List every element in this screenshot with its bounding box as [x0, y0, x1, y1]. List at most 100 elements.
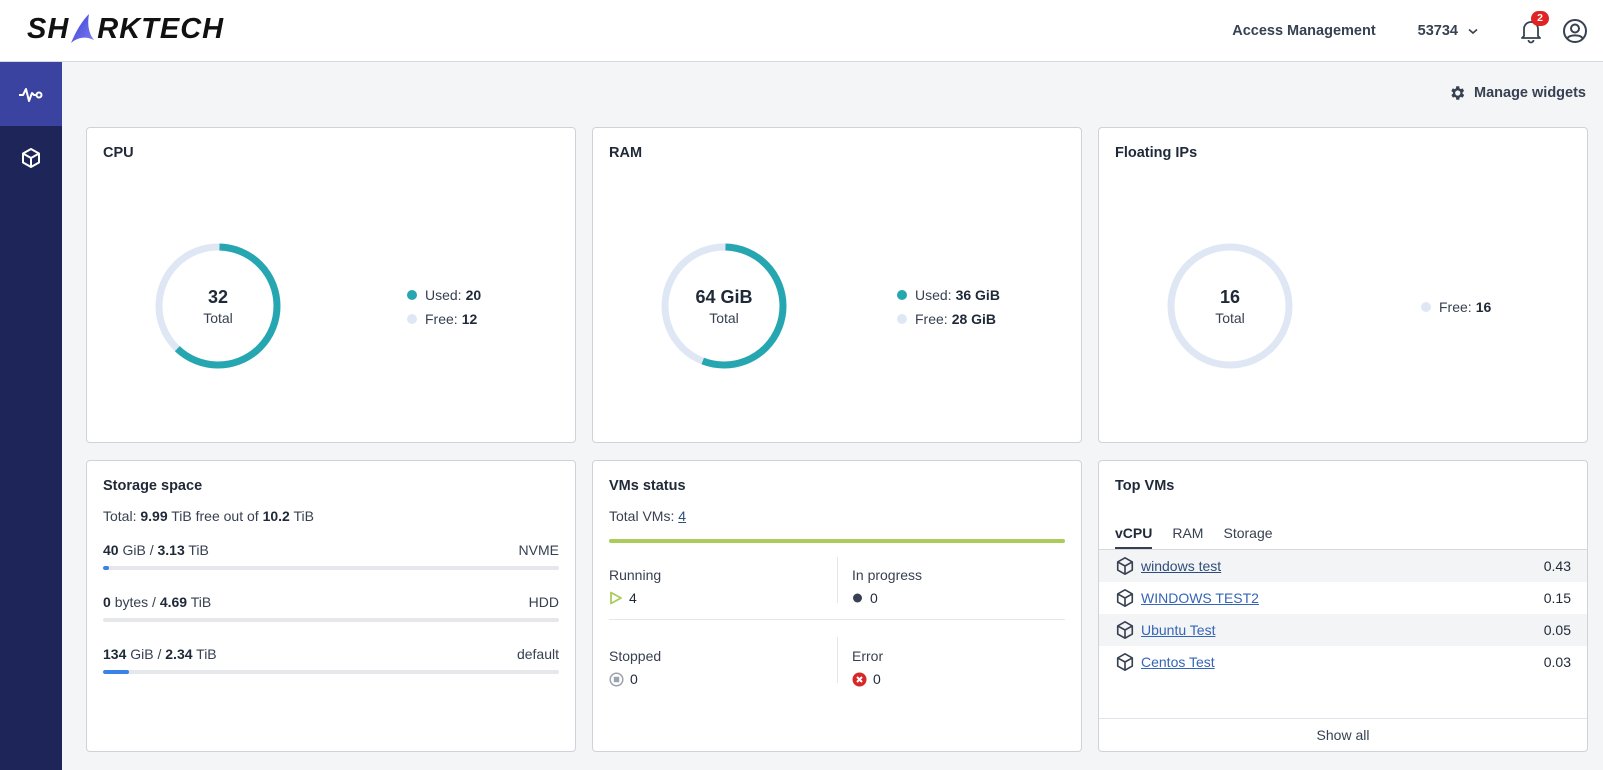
floating-ips-legend: Free: 16 — [1421, 295, 1491, 319]
pool-name: default — [516, 646, 559, 662]
widget-title: RAM — [609, 145, 643, 161]
total-vms: Total VMs: 4 — [609, 508, 687, 524]
shark-fin-icon — [71, 14, 95, 43]
stop-icon — [609, 671, 624, 687]
sharktech-logo[interactable]: SH RKTECH — [27, 11, 224, 47]
vm-state-error[interactable]: Error 0 — [852, 648, 884, 687]
vm-state-running[interactable]: Running 4 — [609, 567, 662, 606]
user-avatar-icon — [1563, 19, 1587, 43]
tab-vcpu[interactable]: vCPU — [1115, 523, 1153, 550]
widget-title: Storage space — [103, 478, 203, 494]
gear-icon — [1451, 86, 1465, 100]
widget-title: Top VMs — [1115, 478, 1175, 494]
top-vms-tabs: vCPU RAM Storage — [1115, 523, 1293, 550]
play-icon — [610, 591, 622, 605]
storage-progress-fill — [103, 566, 109, 570]
storage-total: Total: 9.99 TiB free out of 10.2 TiB — [103, 508, 314, 524]
widget-title: VMs status — [609, 478, 686, 494]
cube-icon — [22, 148, 40, 168]
manage-widgets-button[interactable]: Manage widgets — [1448, 84, 1586, 102]
sidebar — [0, 62, 62, 770]
project-selector[interactable]: 53734 — [1418, 23, 1478, 39]
total-vms-link[interactable]: 4 — [678, 508, 687, 524]
donut-total-value: 64 GiB — [695, 286, 753, 307]
vm-metric-value: 0.43 — [1543, 558, 1571, 574]
vm-link[interactable]: windows test — [1141, 558, 1222, 574]
vm-link[interactable]: Ubuntu Test — [1141, 622, 1216, 638]
widget-title: CPU — [103, 145, 134, 161]
storage-progress-bar — [103, 618, 559, 622]
notifications-button[interactable]: 2 — [1518, 11, 1549, 44]
donut-total-label: Total — [1215, 309, 1245, 326]
storage-widget: Storage space Total: 9.99 TiB free out o… — [86, 460, 576, 752]
vm-metric-value: 0.05 — [1543, 622, 1571, 638]
tab-storage[interactable]: Storage — [1223, 525, 1273, 541]
vms-status-widget: VMs status Total VMs: 4 Running 4 In pro… — [592, 460, 1082, 752]
sidebar-item-dashboard[interactable] — [0, 62, 62, 126]
top-vms-list: windows test 0.43 WINDOWS TEST2 0.15 Ubu… — [1099, 550, 1587, 678]
widget-title: Floating IPs — [1115, 145, 1198, 161]
pool-name: HDD — [528, 594, 559, 610]
cube-icon — [1116, 557, 1134, 575]
storage-pool-row: 0 bytes / 4.69 TiB HDD — [103, 594, 559, 622]
vm-link[interactable]: Centos Test — [1141, 654, 1215, 670]
donut-used-arc — [661, 243, 787, 369]
storage-progress-bar — [103, 670, 559, 674]
ram-widget: RAM 64 GiB Total Used: 36 GiB Free: 28 GiB — [592, 127, 1082, 443]
legend-free: Free: 28 GiB — [897, 307, 1000, 331]
storage-pool-row: 40 GiB / 3.13 TiB NVME — [103, 542, 559, 570]
cpu-legend: Used: 20 Free: 12 — [407, 283, 481, 331]
running-fill — [609, 539, 1065, 543]
sidebar-item-resources[interactable] — [0, 126, 62, 190]
legend-free: Free: 12 — [407, 307, 481, 331]
free-dot-icon — [407, 314, 417, 324]
top-header: SH RKTECH Access Management 53734 2 — [0, 0, 1603, 62]
donut-used-arc — [155, 243, 281, 369]
vm-metric-value: 0.03 — [1543, 654, 1571, 670]
show-all-button[interactable]: Show all — [1099, 718, 1587, 751]
donut-total-value: 16 — [1219, 286, 1241, 307]
floating-ips-donut-chart: 16 Total — [1165, 241, 1295, 371]
donut-track — [1167, 243, 1293, 369]
legend-used: Used: 36 GiB — [897, 283, 1000, 307]
free-dot-icon — [897, 314, 907, 324]
error-icon — [852, 672, 867, 686]
divider — [837, 637, 838, 683]
divider — [609, 619, 1065, 620]
access-management-link[interactable]: Access Management — [1232, 23, 1376, 39]
list-item: Centos Test 0.03 — [1099, 646, 1587, 678]
used-dot-icon — [897, 290, 907, 300]
cpu-widget: CPU 32 Total Used: 20 Free: 12 — [86, 127, 576, 443]
manage-widgets-label: Manage widgets — [1474, 85, 1586, 101]
free-dot-icon — [1421, 302, 1431, 312]
vm-metric-value: 0.15 — [1543, 590, 1571, 606]
legend-used: Used: 20 — [407, 283, 481, 307]
project-id: 53734 — [1417, 23, 1458, 39]
legend-free: Free: 16 — [1421, 295, 1491, 319]
dot-icon — [853, 593, 862, 603]
donut-total-value: 32 — [207, 286, 229, 307]
tab-ram[interactable]: RAM — [1172, 525, 1204, 541]
donut-total-label: Total — [203, 309, 233, 326]
vm-link[interactable]: WINDOWS TEST2 — [1141, 590, 1259, 606]
notification-badge: 2 — [1531, 11, 1549, 26]
storage-pool-row: 134 GiB / 2.34 TiB default — [103, 646, 559, 674]
user-menu-button[interactable] — [1562, 18, 1588, 44]
logo-text-left: SH — [27, 12, 70, 45]
storage-progress-fill — [103, 670, 129, 674]
vm-state-stopped[interactable]: Stopped 0 — [609, 648, 662, 687]
used-dot-icon — [407, 290, 417, 300]
divider — [837, 557, 838, 603]
list-item: WINDOWS TEST2 0.15 — [1099, 582, 1587, 614]
floating-ips-widget: Floating IPs 16 Total Free: 16 — [1098, 127, 1588, 443]
activity-pulse-icon — [19, 88, 43, 102]
vm-status-bar — [609, 539, 1065, 543]
ram-legend: Used: 36 GiB Free: 28 GiB — [897, 283, 1000, 331]
top-vms-widget: Top VMs vCPU RAM Storage windows test 0.… — [1098, 460, 1588, 752]
logo-text-right: RKTECH — [97, 12, 225, 45]
cube-icon — [1116, 621, 1134, 639]
list-item: windows test 0.43 — [1099, 550, 1587, 582]
cpu-donut-chart: 32 Total — [153, 241, 283, 371]
tabs-divider — [1099, 549, 1587, 550]
vm-state-in-progress[interactable]: In progress 0 — [852, 567, 923, 606]
